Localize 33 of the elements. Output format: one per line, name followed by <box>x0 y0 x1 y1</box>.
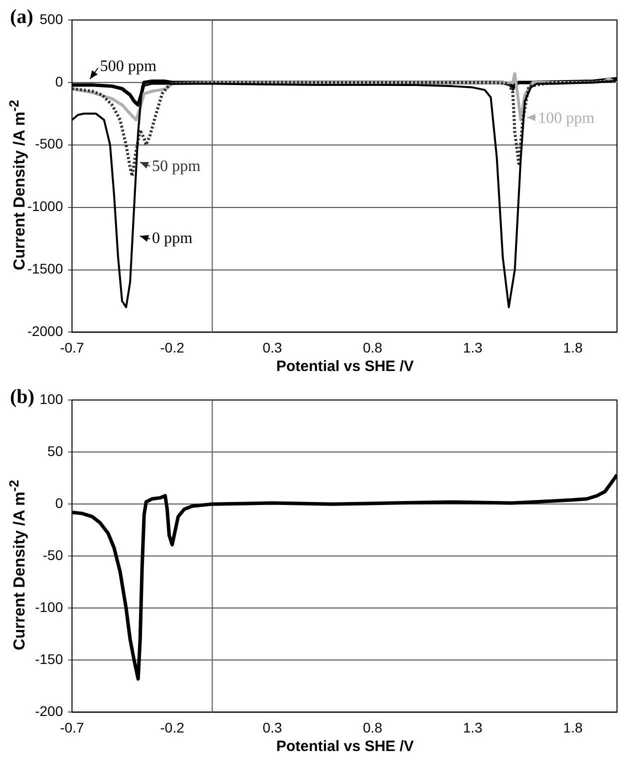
legend-label: 0 ppm <box>152 230 192 248</box>
y-tick-label: -2000 <box>27 323 64 340</box>
x-tick-label: 1.8 <box>563 339 583 356</box>
y-tick-label: 0 <box>55 494 64 511</box>
x-tick-label: 0.8 <box>362 339 382 356</box>
y-tick-label: 500 <box>40 10 64 27</box>
y-tick-label: -500 <box>34 136 64 152</box>
legend-label: 100 ppm <box>538 110 594 128</box>
x-tick-label: -0.2 <box>160 339 184 356</box>
y-tick-label: -150 <box>34 651 64 668</box>
y-tick-label: -50 <box>42 546 64 563</box>
x-tick-label: -0.7 <box>60 339 84 356</box>
x-tick-label: 0.8 <box>362 719 382 736</box>
x-axis-title: Potential vs SHE /V <box>276 738 414 755</box>
legend-label: 50 ppm <box>152 158 200 176</box>
y-tick-label: 50 <box>47 442 64 459</box>
x-tick-label: -0.2 <box>160 719 184 736</box>
y-tick-label: -100 <box>34 598 64 615</box>
x-tick-label: 1.8 <box>563 719 583 736</box>
y-tick-label: -1500 <box>27 260 64 277</box>
y-tick-label: -200 <box>34 703 64 720</box>
x-tick-label: 0.3 <box>262 339 282 356</box>
y-tick-label: 0 <box>55 73 64 90</box>
x-tick-label: -0.7 <box>60 719 84 736</box>
legend-label: 500 ppm <box>100 58 156 76</box>
x-axis-title: Potential vs SHE /V <box>276 358 414 375</box>
chart-title: (b) <box>10 386 34 409</box>
y-tick-label: -1000 <box>27 198 64 214</box>
y-tick-label: 100 <box>40 390 64 407</box>
x-tick-label: 1.3 <box>463 339 483 356</box>
chart-title: (a) <box>10 6 34 29</box>
x-tick-label: 1.3 <box>463 719 483 736</box>
x-tick-label: 0.3 <box>262 719 282 736</box>
